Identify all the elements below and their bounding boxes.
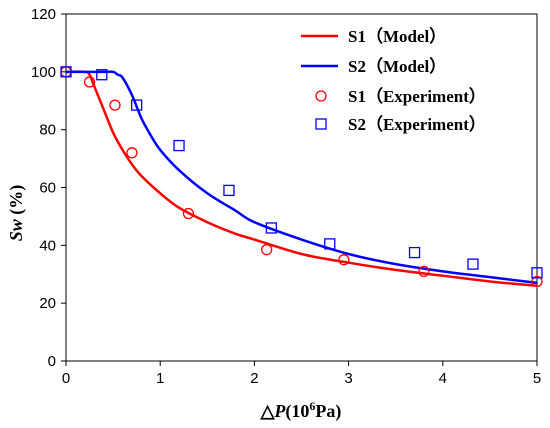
data-point-s2-experiment xyxy=(130,99,143,111)
data-point-s2-experiment xyxy=(324,238,336,250)
y-axis-title: Sw (%) xyxy=(6,185,27,242)
data-point-s1-experiment xyxy=(418,265,430,278)
series-line-s2-model xyxy=(66,70,538,285)
data-point-s1-experiment xyxy=(83,76,96,88)
y-axis-title-symbol: Sw xyxy=(6,218,26,241)
legend-swatch-s1-experiment xyxy=(315,90,327,102)
data-point-s2-experiment xyxy=(531,267,543,279)
legend-label-s1-experiment: S1（Experiment） xyxy=(348,86,486,106)
y-tick-label: 80 xyxy=(39,122,56,139)
y-tick-label: 20 xyxy=(39,295,56,312)
data-point-s2-experiment xyxy=(467,258,479,270)
x-tick-label: 3 xyxy=(344,370,352,387)
x-axis-title: △P(106Pa) xyxy=(260,399,342,422)
legend-swatch-s2-experiment xyxy=(315,118,327,130)
x-axis-title-prefix: △ xyxy=(260,401,276,421)
x-axis-title-unit-tail: Pa) xyxy=(315,401,341,422)
x-tick-label: 2 xyxy=(250,370,258,387)
data-point-s1-experiment xyxy=(338,254,350,266)
x-tick-label: 4 xyxy=(439,370,447,387)
data-point-s1-experiment xyxy=(126,147,138,159)
data-point-s2-experiment xyxy=(408,246,421,259)
data-point-s1-experiment xyxy=(260,244,273,256)
legend-label-s2-experiment: S2（Experiment） xyxy=(348,114,486,134)
data-point-s1-experiment xyxy=(109,99,121,111)
y-axis-title-unit: (%) xyxy=(6,185,27,220)
y-tick-label: 40 xyxy=(39,237,56,254)
y-tick-label: 100 xyxy=(31,64,56,81)
y-tick-label: 120 xyxy=(31,6,56,23)
legend-label-s1-model: S1（Model） xyxy=(348,26,446,46)
series-line-s1-model xyxy=(65,70,538,288)
x-tick-label: 5 xyxy=(533,370,541,387)
data-point-s2-experiment xyxy=(265,222,278,234)
legend-label-s2-model: S2（Model） xyxy=(348,56,446,76)
data-point-s1-experiment xyxy=(182,207,195,220)
x-tick-label: 1 xyxy=(156,370,164,387)
y-tick-label: 60 xyxy=(39,180,56,197)
data-point-s1-experiment xyxy=(531,275,543,288)
x-tick-label: 0 xyxy=(62,370,70,387)
data-point-s2-experiment xyxy=(96,69,108,81)
data-point-s2-experiment xyxy=(173,139,185,152)
data-point-s2-experiment xyxy=(60,66,72,78)
y-tick-label: 0 xyxy=(48,353,56,370)
data-point-s2-experiment xyxy=(223,184,235,197)
x-axis-title-unit-base: (10 xyxy=(285,401,309,422)
x-axis-title-symbol: P xyxy=(273,401,286,421)
x-axis-title-unit-exponent: 6 xyxy=(309,399,315,413)
